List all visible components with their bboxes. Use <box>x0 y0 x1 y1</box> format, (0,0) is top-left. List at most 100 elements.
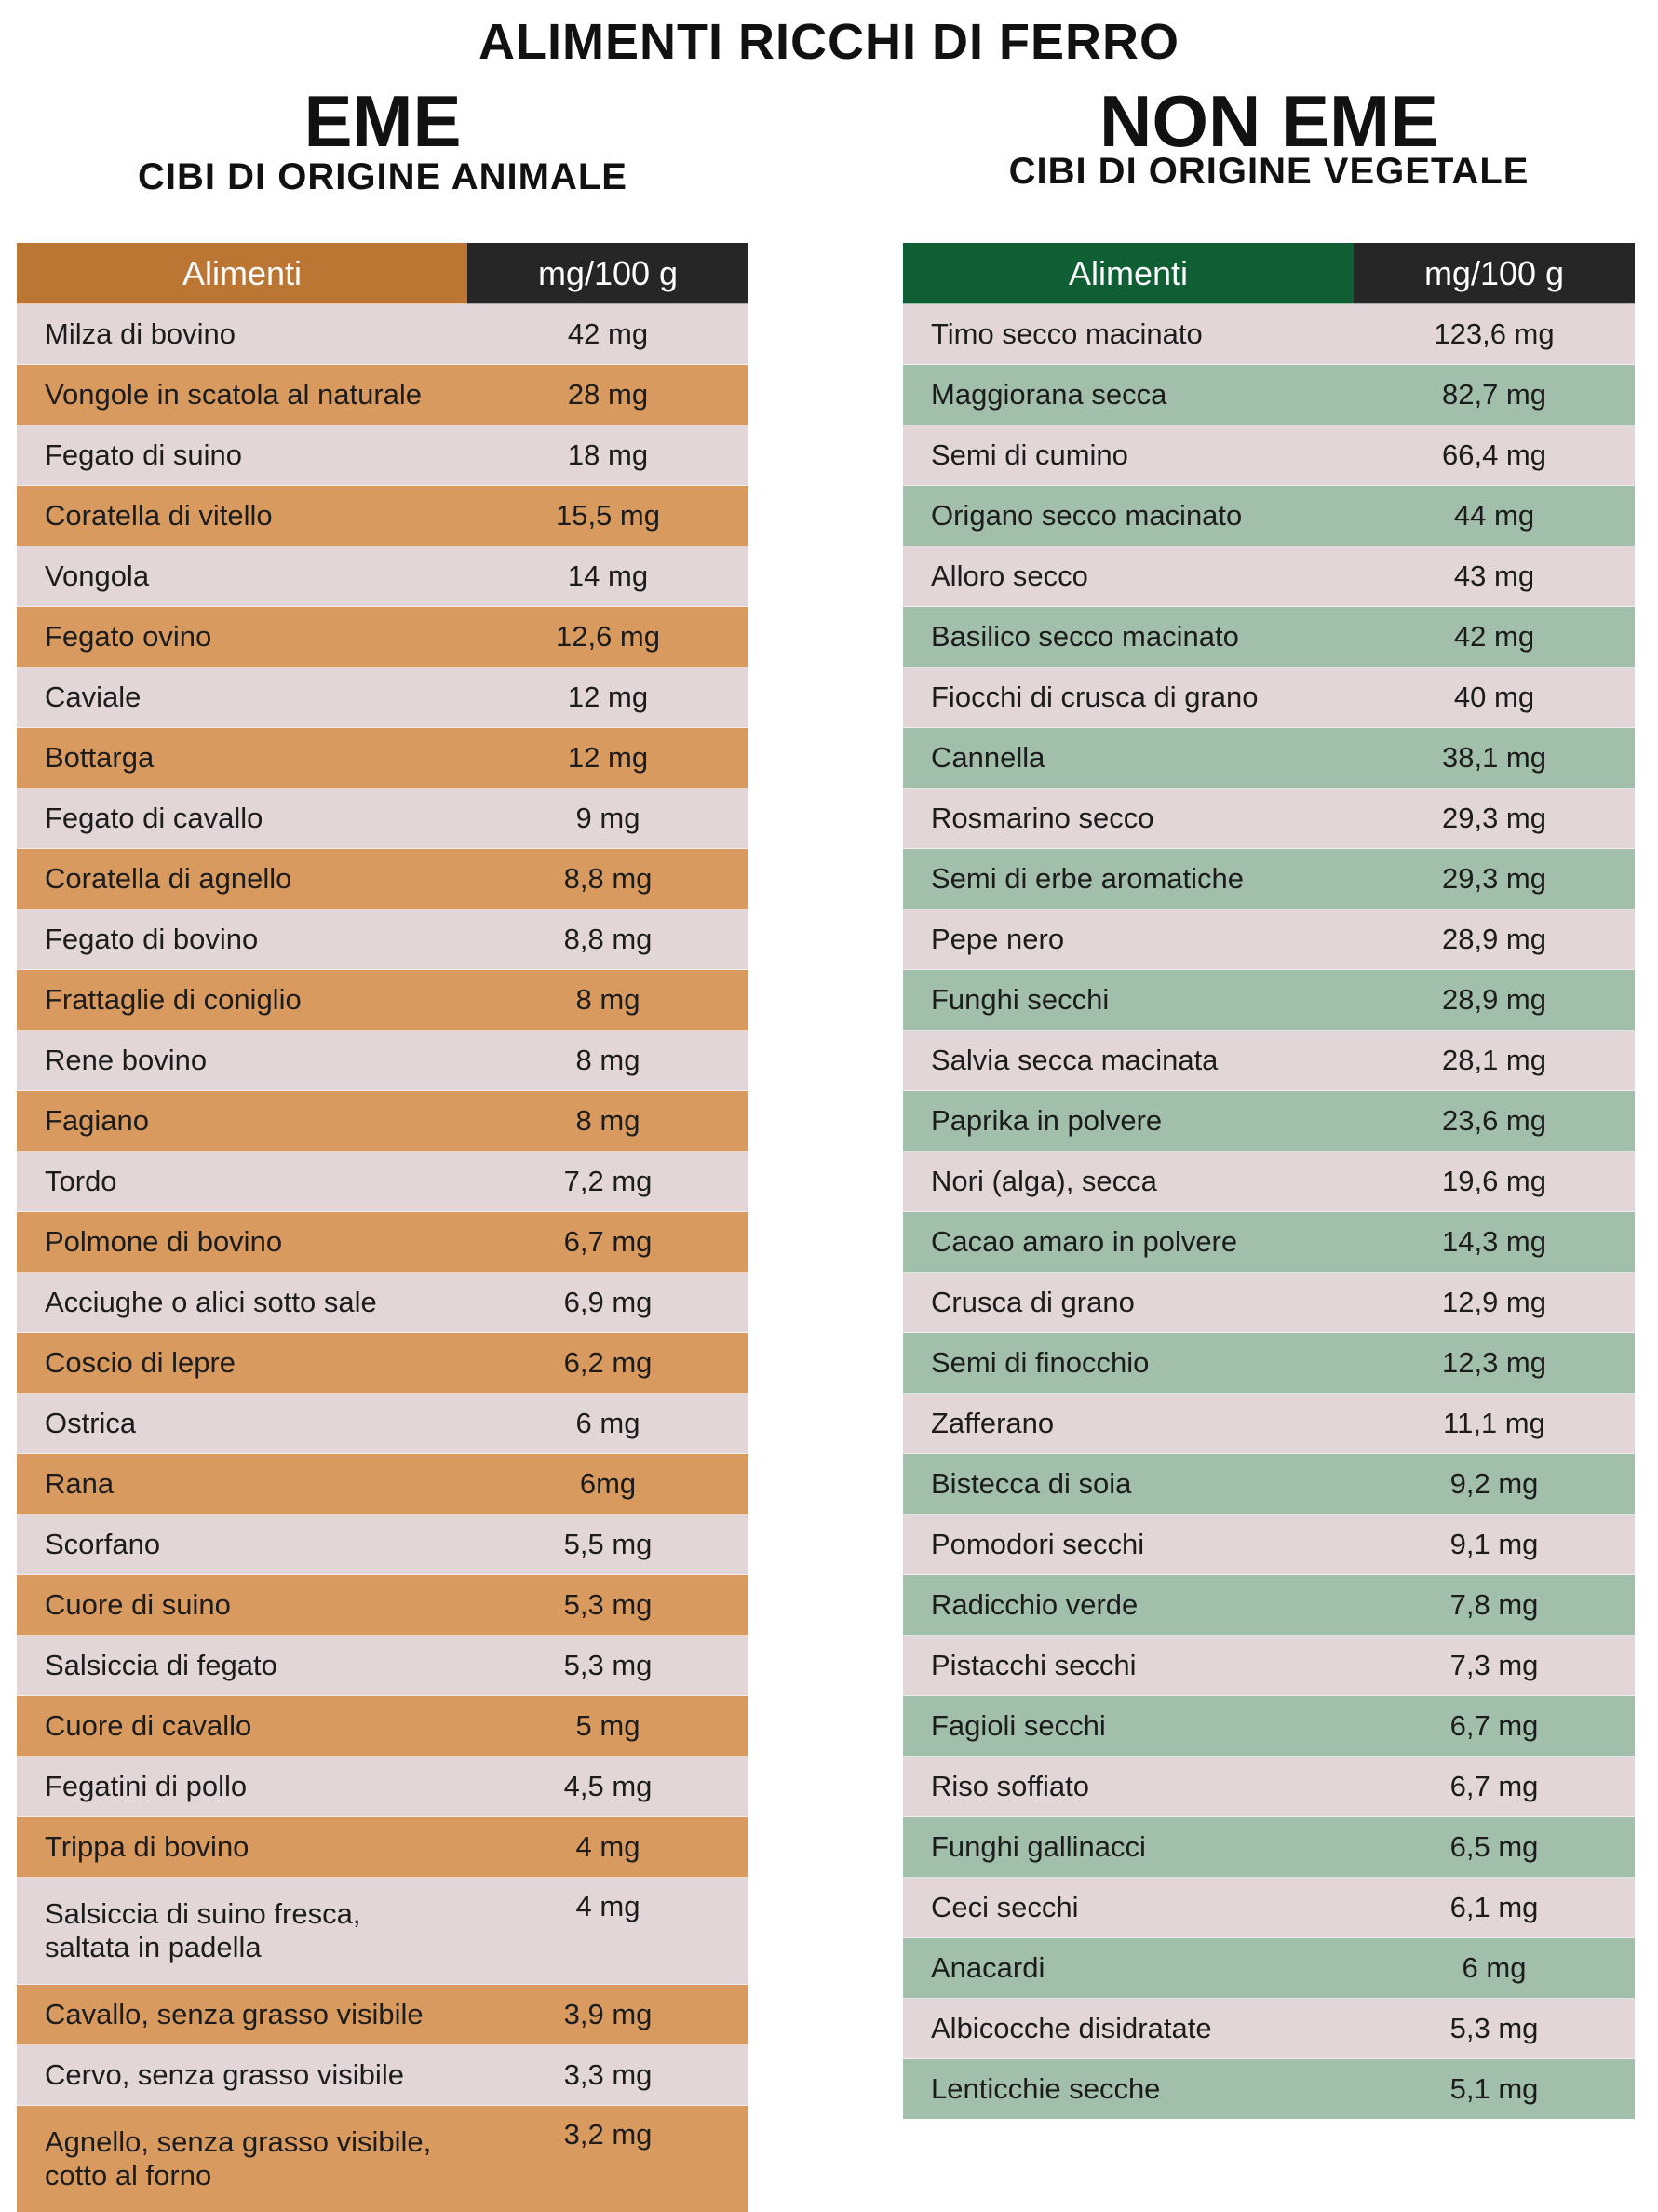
food-name: Cacao amaro in polvere <box>903 1212 1354 1273</box>
iron-value: 8 mg <box>467 1091 748 1152</box>
food-name: Rosmarino secco <box>903 789 1354 849</box>
food-name: Tordo <box>17 1152 467 1212</box>
food-name-line: Scorfano <box>45 1528 160 1560</box>
iron-value: 6,2 mg <box>467 1333 748 1394</box>
iron-value: 12,6 mg <box>467 607 748 668</box>
food-name: Semi di cumino <box>903 425 1354 486</box>
food-name: Salsiccia di fegato <box>17 1636 467 1696</box>
iron-value: 6 mg <box>1354 1938 1635 1999</box>
food-name: Agnello, senza grasso visibile,cotto al … <box>17 2106 467 2212</box>
table-row: Salsiccia di fegato 5,3 mg <box>17 1636 748 1696</box>
food-name: Trippa di bovino <box>17 1817 467 1878</box>
iron-value: 11,1 mg <box>1354 1394 1635 1454</box>
food-name-line: Salsiccia di fegato <box>45 1649 277 1681</box>
iron-value: 15,5 mg <box>467 486 748 546</box>
food-name-line: Rana <box>45 1467 114 1500</box>
food-name-line: Bistecca di soia <box>931 1467 1131 1500</box>
iron-value: 7,3 mg <box>1354 1636 1635 1696</box>
non-eme-heading: NON EME <box>903 84 1635 158</box>
food-name-line: Frattaglie di coniglio <box>45 983 302 1016</box>
non-eme-subheading: CIBI DI ORIGINE VEGETALE <box>903 151 1635 192</box>
iron-value: 28 mg <box>467 365 748 425</box>
food-name-line: Coscio di lepre <box>45 1346 236 1379</box>
food-name: Fegato di cavallo <box>17 789 467 849</box>
food-name-line: Agnello, senza grasso visibile, <box>45 2125 431 2158</box>
food-name-line: Paprika in polvere <box>931 1104 1162 1137</box>
iron-value: 28,9 mg <box>1354 910 1635 970</box>
food-name-line: Riso soffiato <box>931 1770 1089 1802</box>
food-name: Fegato ovino <box>17 607 467 668</box>
table-row: Coscio di lepre 6,2 mg <box>17 1333 748 1394</box>
food-name-line: Cavallo, senza grasso visibile <box>45 1998 424 2030</box>
food-name-line: Caviale <box>45 681 141 713</box>
food-name-line: Semi di erbe aromatiche <box>931 862 1244 895</box>
iron-value: 4 mg <box>467 1878 748 1985</box>
iron-value: 6,1 mg <box>1354 1878 1635 1938</box>
iron-value: 4,5 mg <box>467 1757 748 1817</box>
food-name-line: Bottarga <box>45 741 154 774</box>
table-row: Paprika in polvere 23,6 mg <box>903 1091 1635 1152</box>
iron-value: 7,2 mg <box>467 1152 748 1212</box>
food-name-line: Vongole in scatola al naturale <box>45 378 422 411</box>
column-header-value: mg/100 g <box>467 243 748 304</box>
food-name: Vongola <box>17 546 467 607</box>
iron-value: 5,3 mg <box>467 1636 748 1696</box>
iron-value: 23,6 mg <box>1354 1091 1635 1152</box>
iron-value: 5,3 mg <box>467 1575 748 1636</box>
iron-value: 8,8 mg <box>467 910 748 970</box>
food-name: Radicchio verde <box>903 1575 1354 1636</box>
food-name: Pepe nero <box>903 910 1354 970</box>
iron-value: 29,3 mg <box>1354 849 1635 910</box>
iron-value: 6,7 mg <box>467 1212 748 1273</box>
food-name: Caviale <box>17 668 467 728</box>
food-name: Fegato di bovino <box>17 910 467 970</box>
food-name: Cannella <box>903 728 1354 789</box>
iron-value: 14,3 mg <box>1354 1212 1635 1273</box>
food-name-line: Rene bovino <box>45 1044 207 1076</box>
food-name-line: Polmone di bovino <box>45 1225 282 1258</box>
food-name-line: Crusca di grano <box>931 1286 1135 1318</box>
food-name-line: Timo secco macinato <box>931 317 1203 350</box>
food-name-line: Ostrica <box>45 1407 136 1439</box>
table-header-row: Alimenti mg/100 g <box>903 243 1635 304</box>
food-name: Crusca di grano <box>903 1273 1354 1333</box>
food-name: Pistacchi secchi <box>903 1636 1354 1696</box>
iron-value: 9,1 mg <box>1354 1515 1635 1575</box>
food-name: Cavallo, senza grasso visibile <box>17 1985 467 2045</box>
iron-value: 9 mg <box>467 789 748 849</box>
iron-value: 43 mg <box>1354 546 1635 607</box>
food-name: Cuore di cavallo <box>17 1696 467 1757</box>
food-name-line: Tordo <box>45 1165 117 1197</box>
food-name: Fagioli secchi <box>903 1696 1354 1757</box>
iron-value: 7,8 mg <box>1354 1575 1635 1636</box>
food-name: Nori (alga), secca <box>903 1152 1354 1212</box>
food-name-line: Milza di bovino <box>45 317 236 350</box>
iron-value: 3,2 mg <box>467 2106 748 2212</box>
